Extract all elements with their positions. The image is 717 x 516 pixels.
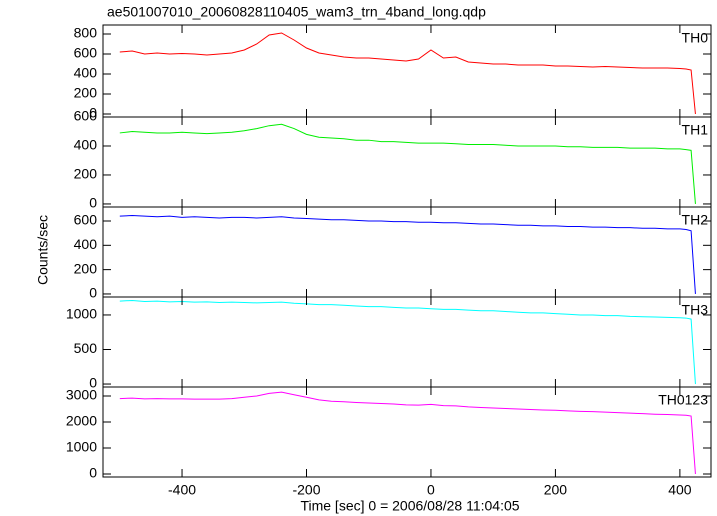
y-tick-label: 1000 (66, 306, 97, 322)
y-tick-label: 0 (89, 465, 97, 481)
x-tick-label: -200 (292, 482, 320, 498)
panel-frame (102, 386, 712, 478)
y-tick-label: 600 (74, 212, 98, 228)
x-tick-label: 400 (668, 482, 692, 498)
series-label: TH1 (682, 122, 709, 138)
y-tick-label: 500 (74, 340, 98, 356)
series-line (119, 391, 696, 475)
panel-frame (102, 206, 712, 298)
y-tick-label: 200 (74, 85, 98, 101)
y-tick-label: 400 (74, 236, 98, 252)
series-line (119, 32, 696, 115)
y-tick-label: 400 (74, 65, 98, 81)
panel-frame (102, 116, 712, 208)
y-tick-label: 0 (89, 375, 97, 391)
series-label: TH0123 (658, 392, 708, 408)
y-tick-label: 800 (74, 25, 98, 41)
series-line (119, 123, 696, 205)
y-tick-label: 0 (89, 195, 97, 211)
x-tick-label: 0 (427, 482, 435, 498)
series-label: TH0 (682, 30, 709, 46)
series-line (119, 215, 696, 294)
panel-frame (102, 24, 712, 118)
y-tick-label: 200 (74, 260, 98, 276)
y-tick-label: 3000 (66, 387, 97, 403)
y-tick-label: 0 (89, 285, 97, 301)
series-label: TH3 (682, 302, 709, 318)
y-tick-label: 1000 (66, 439, 97, 455)
x-tick-label: -400 (168, 482, 196, 498)
y-tick-label: 2000 (66, 413, 97, 429)
series-label: TH2 (682, 212, 709, 228)
y-tick-label: 400 (74, 137, 98, 153)
x-tick-label: 200 (544, 482, 568, 498)
panel-frame (102, 296, 712, 388)
series-line (119, 299, 696, 385)
x-axis-label: Time [sec] 0 = 2006/08/28 11:04:05 (300, 498, 519, 514)
y-axis-label: Counts/sec (35, 215, 51, 285)
chart-title: ae501007010_20060828110405_wam3_trn_4ban… (107, 4, 486, 20)
y-tick-label: 200 (74, 166, 98, 182)
y-tick-label: 600 (74, 45, 98, 61)
y-tick-label: 600 (74, 108, 98, 124)
y-tick-label: 0 (89, 105, 97, 121)
